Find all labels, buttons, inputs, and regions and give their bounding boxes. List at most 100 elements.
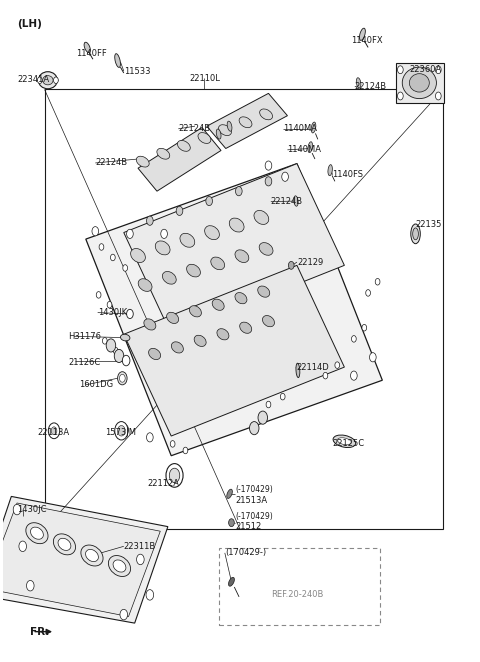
Text: 22113A: 22113A <box>37 428 69 437</box>
Ellipse shape <box>235 250 249 263</box>
Text: 22124B: 22124B <box>271 197 303 206</box>
Circle shape <box>250 422 259 435</box>
Ellipse shape <box>204 226 219 240</box>
Polygon shape <box>138 128 221 191</box>
Ellipse shape <box>239 117 252 128</box>
Text: FR.: FR. <box>30 627 49 637</box>
Circle shape <box>115 422 128 440</box>
Ellipse shape <box>81 545 103 566</box>
Text: 22311B: 22311B <box>124 542 156 551</box>
Ellipse shape <box>136 156 149 167</box>
Ellipse shape <box>337 438 351 445</box>
FancyBboxPatch shape <box>219 547 380 625</box>
Circle shape <box>123 265 128 271</box>
Circle shape <box>120 374 125 382</box>
Ellipse shape <box>167 312 179 324</box>
Circle shape <box>266 401 271 408</box>
Ellipse shape <box>53 534 75 555</box>
Ellipse shape <box>240 322 252 334</box>
Ellipse shape <box>218 124 231 136</box>
Circle shape <box>176 207 183 215</box>
Ellipse shape <box>31 527 43 540</box>
Circle shape <box>54 77 58 83</box>
Polygon shape <box>207 93 288 148</box>
Circle shape <box>122 355 130 366</box>
Text: 22360A: 22360A <box>410 66 442 74</box>
Ellipse shape <box>216 129 221 139</box>
Circle shape <box>236 187 242 196</box>
Ellipse shape <box>227 489 232 498</box>
Ellipse shape <box>155 241 170 255</box>
Ellipse shape <box>333 435 356 448</box>
Text: 1140FX: 1140FX <box>351 36 383 46</box>
Text: 22135: 22135 <box>416 220 442 229</box>
Circle shape <box>102 338 107 344</box>
Circle shape <box>366 290 371 296</box>
Circle shape <box>118 371 127 385</box>
Text: 1573JM: 1573JM <box>105 428 136 437</box>
Ellipse shape <box>360 28 365 40</box>
Circle shape <box>228 519 234 526</box>
Polygon shape <box>124 164 344 334</box>
Polygon shape <box>86 164 383 455</box>
Ellipse shape <box>131 248 145 263</box>
Circle shape <box>48 423 60 439</box>
Polygon shape <box>0 503 160 616</box>
Text: 11533: 11533 <box>124 67 150 75</box>
Text: 22110L: 22110L <box>189 73 220 83</box>
Text: (LH): (LH) <box>17 19 42 29</box>
Ellipse shape <box>311 122 316 133</box>
Circle shape <box>323 372 328 379</box>
Circle shape <box>169 468 180 483</box>
Bar <box>45 89 443 529</box>
Circle shape <box>127 309 133 318</box>
Ellipse shape <box>263 316 275 327</box>
Ellipse shape <box>120 334 130 341</box>
Ellipse shape <box>43 75 53 85</box>
Text: (170429-): (170429-) <box>225 548 266 557</box>
Circle shape <box>161 229 168 238</box>
Circle shape <box>137 554 144 565</box>
Circle shape <box>370 353 376 362</box>
Circle shape <box>375 279 380 285</box>
Circle shape <box>127 229 133 238</box>
Circle shape <box>435 66 441 73</box>
Text: 1430JC: 1430JC <box>17 505 47 514</box>
Ellipse shape <box>85 549 98 561</box>
Circle shape <box>113 348 118 354</box>
Ellipse shape <box>178 140 190 152</box>
Circle shape <box>397 92 403 100</box>
Ellipse shape <box>115 54 120 68</box>
Circle shape <box>96 292 101 298</box>
Circle shape <box>118 426 125 436</box>
Text: 21513A: 21513A <box>235 496 267 505</box>
Ellipse shape <box>212 299 224 310</box>
Circle shape <box>146 590 154 600</box>
Text: 1140MA: 1140MA <box>288 146 322 154</box>
Text: (-170429): (-170429) <box>235 485 273 495</box>
Ellipse shape <box>294 196 298 207</box>
Ellipse shape <box>26 523 48 544</box>
Circle shape <box>146 433 153 442</box>
Ellipse shape <box>259 242 273 256</box>
Circle shape <box>265 161 272 170</box>
Ellipse shape <box>171 342 183 353</box>
Ellipse shape <box>254 211 269 224</box>
Ellipse shape <box>356 77 361 88</box>
Ellipse shape <box>409 73 429 92</box>
Ellipse shape <box>144 319 156 330</box>
Ellipse shape <box>198 132 211 144</box>
Text: 22124B: 22124B <box>355 82 387 91</box>
Text: 1430JK: 1430JK <box>97 308 127 317</box>
Ellipse shape <box>187 264 201 277</box>
Text: 22114D: 22114D <box>296 363 329 371</box>
Polygon shape <box>124 265 344 436</box>
Ellipse shape <box>296 363 300 377</box>
Text: 22125C: 22125C <box>333 440 365 448</box>
Ellipse shape <box>108 555 131 577</box>
Circle shape <box>120 609 128 620</box>
Text: 1140MA: 1140MA <box>283 124 317 133</box>
Ellipse shape <box>308 142 312 153</box>
Ellipse shape <box>38 71 57 89</box>
Ellipse shape <box>228 577 234 587</box>
